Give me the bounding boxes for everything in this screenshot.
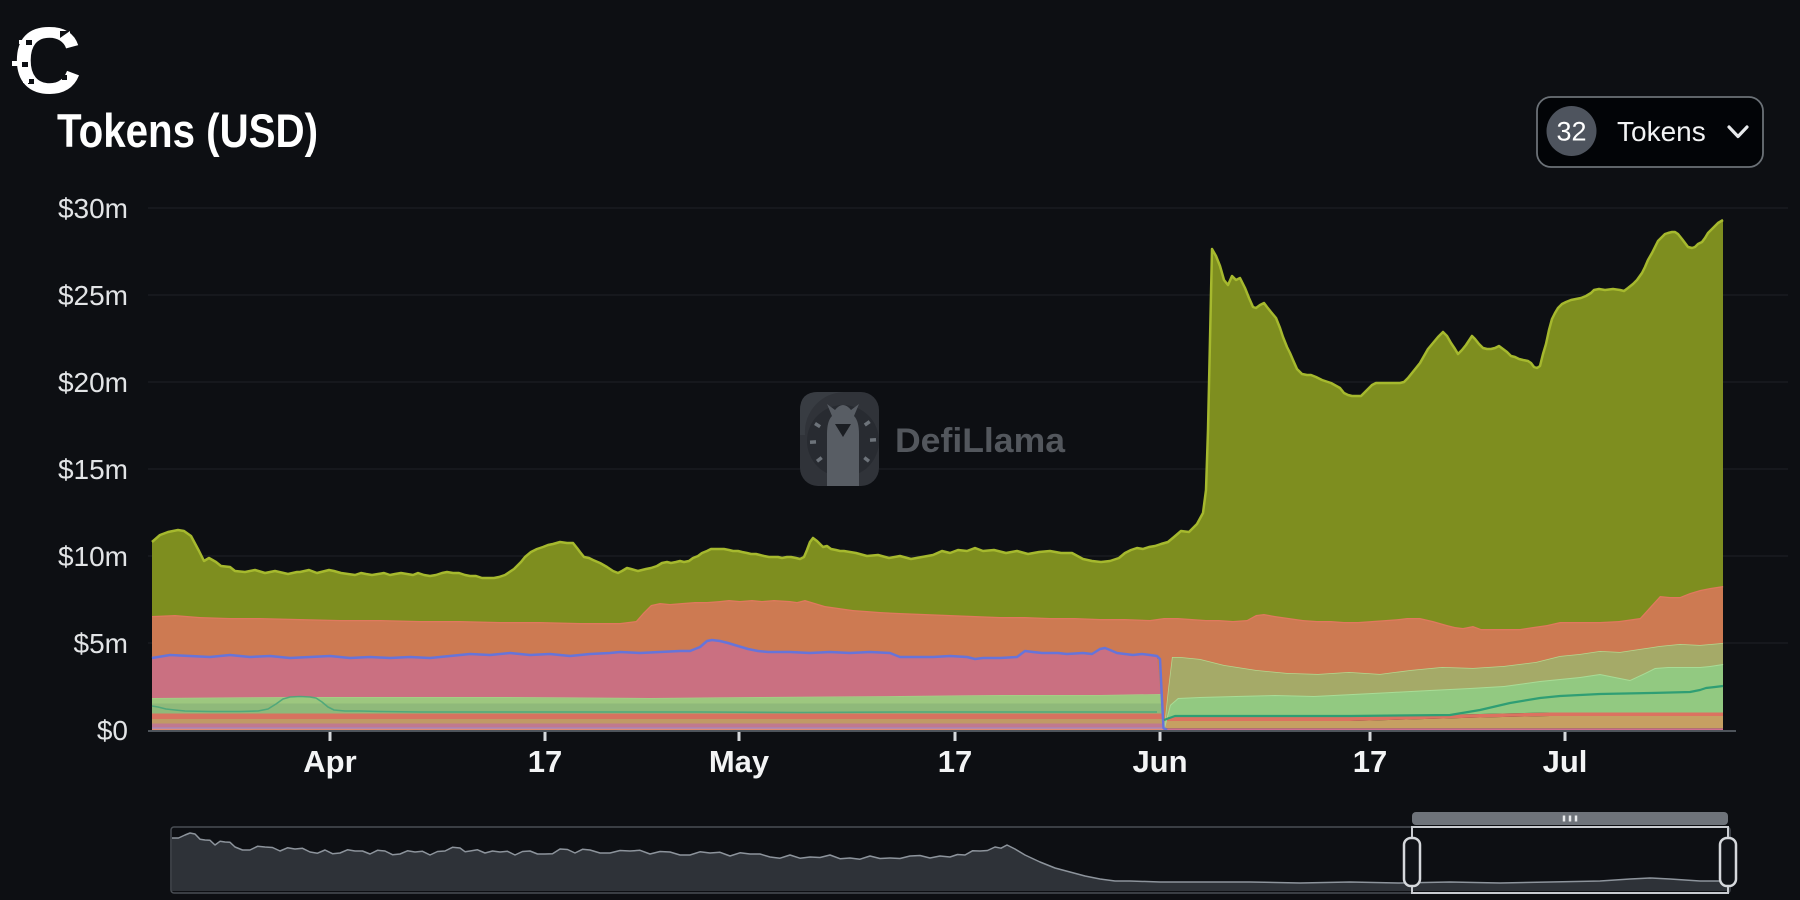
svg-text:C: C — [13, 8, 82, 114]
svg-text:Tokens: Tokens — [1617, 116, 1706, 147]
svg-text:32: 32 — [1556, 117, 1586, 147]
svg-text:17: 17 — [528, 744, 562, 779]
svg-text:Apr: Apr — [303, 744, 356, 779]
svg-text:$5m: $5m — [74, 628, 128, 659]
svg-text:17: 17 — [1353, 744, 1387, 779]
svg-text:17: 17 — [938, 744, 972, 779]
svg-text:$15m: $15m — [58, 454, 128, 485]
svg-text:$10m: $10m — [58, 541, 128, 572]
svg-text:DefiLlama: DefiLlama — [895, 422, 1066, 460]
svg-text:Jun: Jun — [1132, 744, 1187, 779]
svg-text:May: May — [709, 744, 770, 779]
svg-text:$30m: $30m — [58, 193, 128, 224]
svg-text:Jul: Jul — [1543, 744, 1588, 779]
svg-text:$0: $0 — [97, 715, 128, 746]
svg-text:Tokens (USD): Tokens (USD) — [57, 104, 318, 157]
svg-text:$20m: $20m — [58, 367, 128, 398]
svg-text:$25m: $25m — [58, 280, 128, 311]
